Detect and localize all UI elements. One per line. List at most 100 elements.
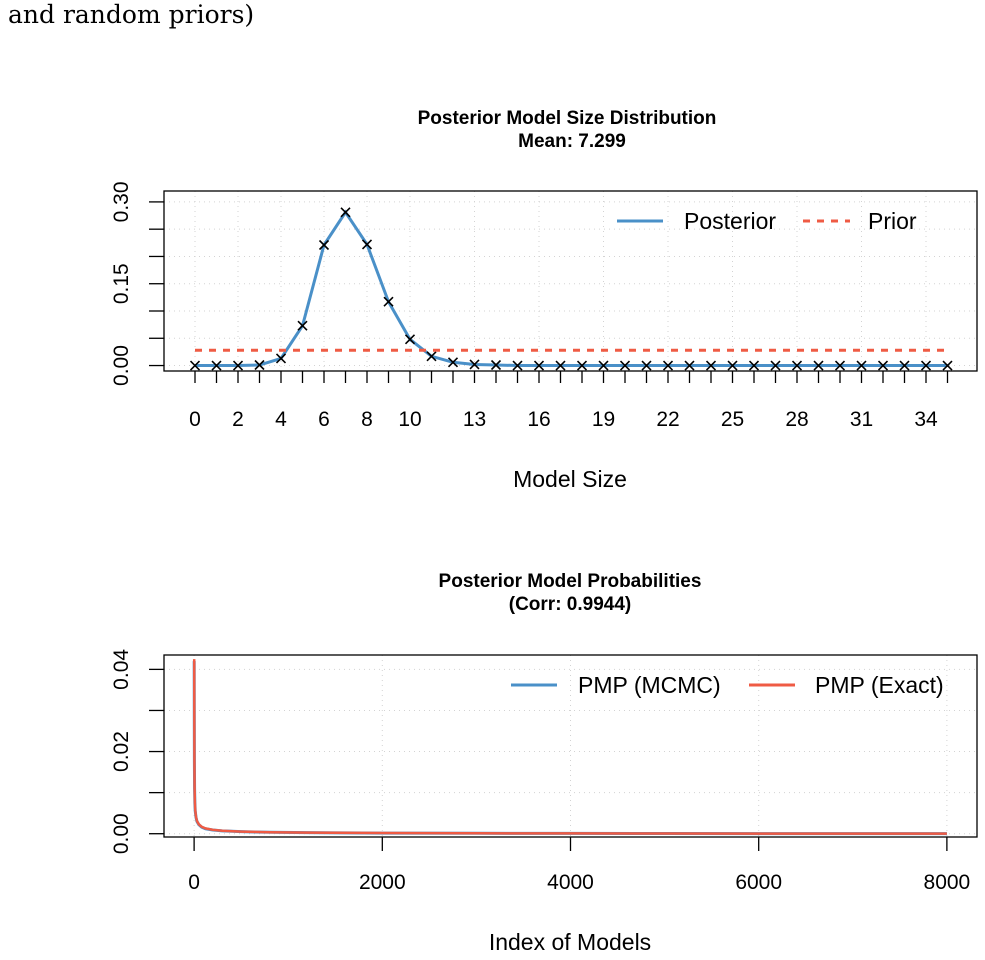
chart1-grid — [164, 191, 977, 371]
posterior-point — [447, 357, 459, 368]
posterior-point-stroke — [770, 360, 781, 371]
chart1-xtick-label: 6 — [318, 408, 330, 431]
posterior-point — [576, 360, 588, 371]
posterior-point-stroke — [684, 360, 695, 371]
chart2-ytick-label: 0.04 — [110, 649, 133, 690]
posterior-point-stroke — [555, 360, 566, 371]
posterior-point-stroke — [748, 360, 760, 371]
posterior-point — [254, 359, 265, 371]
posterior-point — [426, 351, 437, 362]
chart2-axes: 0 2000 4000 6000 8000 0.00 0.02 0.04 — [110, 649, 978, 894]
posterior-point-stroke — [791, 360, 803, 371]
posterior-point-stroke — [598, 360, 609, 371]
chart1-xtick-label: 31 — [850, 408, 873, 431]
posterior-point — [920, 360, 932, 371]
posterior-point-stroke — [211, 360, 222, 371]
posterior-point — [899, 360, 910, 371]
posterior-point — [469, 359, 480, 370]
chart1-xtick-label: 4 — [275, 408, 287, 431]
chart1-xtick-label: 34 — [914, 408, 938, 431]
posterior-point — [512, 360, 523, 371]
posterior-point-stroke — [447, 357, 459, 368]
posterior-point-stroke — [533, 360, 545, 371]
posterior-point-stroke — [404, 334, 416, 345]
posterior-point-stroke — [254, 359, 265, 371]
posterior-line — [195, 209, 948, 368]
posterior-point — [318, 239, 330, 251]
posterior-point — [813, 360, 824, 371]
posterior-point-stroke — [297, 320, 308, 331]
chart1-frame — [163, 190, 978, 372]
chart2-subtitle: (Corr: 0.9944) — [509, 594, 632, 615]
posterior-point — [275, 353, 287, 364]
posterior-point-stroke — [383, 296, 394, 307]
legend-prior-label: Prior — [868, 208, 917, 234]
posterior-point-stroke — [920, 360, 932, 371]
posterior-point — [383, 296, 394, 307]
posterior-point — [232, 360, 244, 371]
chart1-xtick-label: 28 — [785, 408, 808, 431]
posterior-point — [856, 360, 867, 371]
chart1-ytick-label: 0.15 — [110, 263, 133, 304]
posterior-point-stroke — [340, 207, 351, 218]
posterior-point-stroke — [426, 351, 437, 362]
chart2-xlabel: Index of Models — [489, 929, 651, 955]
posterior-point-stroke — [469, 359, 480, 370]
posterior-point-stroke — [899, 360, 910, 371]
chart1-series — [189, 207, 953, 371]
chart2-series — [192, 659, 947, 836]
posterior-point — [598, 360, 609, 371]
chart1-xtick-label: 2 — [232, 408, 244, 431]
chart1-ytick-label: 0.30 — [110, 181, 133, 222]
posterior-point — [340, 207, 351, 218]
chart1-xtick-label: 10 — [398, 408, 421, 431]
chart2-title: Posterior Model Probabilities — [439, 571, 702, 592]
posterior-point-stroke — [189, 360, 201, 371]
chart1-title: Posterior Model Size Distribution — [418, 108, 717, 129]
posterior-point-stroke — [232, 360, 244, 371]
posterior-point-stroke — [318, 239, 330, 251]
posterior-point — [877, 360, 889, 371]
posterior-point — [727, 360, 738, 371]
posterior-point — [189, 360, 201, 371]
posterior-point — [770, 360, 781, 371]
posterior-point-stroke — [813, 360, 824, 371]
posterior-point-stroke — [275, 353, 287, 364]
posterior-point-stroke — [705, 360, 717, 371]
posterior-point — [641, 360, 652, 371]
posterior-point — [834, 360, 846, 371]
posterior-point — [662, 360, 674, 371]
pmp-exact-line — [192, 659, 947, 835]
chart2-xtick-label: 4000 — [547, 871, 594, 894]
chart1-xtick-label: 16 — [527, 408, 550, 431]
chart1-ytick-label: 0.00 — [110, 345, 133, 386]
posterior-point — [555, 360, 566, 371]
posterior-point — [490, 359, 502, 371]
chart2-xtick-label: 8000 — [924, 871, 971, 894]
posterior-point-stroke — [619, 360, 631, 371]
posterior-point — [791, 360, 803, 371]
posterior-point-stroke — [490, 359, 502, 371]
posterior-point-stroke — [512, 360, 523, 371]
posterior-point-stroke — [361, 239, 373, 250]
chart1-xtick-label: 22 — [656, 408, 679, 431]
posterior-point-stroke — [576, 360, 588, 371]
posterior-point — [361, 239, 373, 250]
posterior-point — [211, 360, 222, 371]
posterior-point-stroke — [942, 360, 953, 371]
chart1-xtick-label: 25 — [721, 408, 744, 431]
chart2-xtick-label: 0 — [188, 871, 200, 894]
chart1-xtick-label: 8 — [361, 408, 373, 431]
posterior-point-stroke — [662, 360, 674, 371]
chart1-axes: 0 2 4 6 8 10 13 16 19 22 25 28 31 34 0.00 0.15 0.30 — [110, 181, 978, 431]
posterior-point — [748, 360, 760, 371]
posterior-point-stroke — [727, 360, 738, 371]
posterior-point-stroke — [834, 360, 846, 371]
posterior-point — [404, 334, 416, 345]
chart1-xtick-label: 13 — [463, 408, 486, 431]
chart2-legend: PMP (MCMC) PMP (Exact) — [511, 672, 944, 698]
posterior-point — [297, 320, 308, 331]
chart1-subtitle: Mean: 7.299 — [518, 131, 626, 152]
chart1-xtick-label: 0 — [189, 408, 201, 431]
